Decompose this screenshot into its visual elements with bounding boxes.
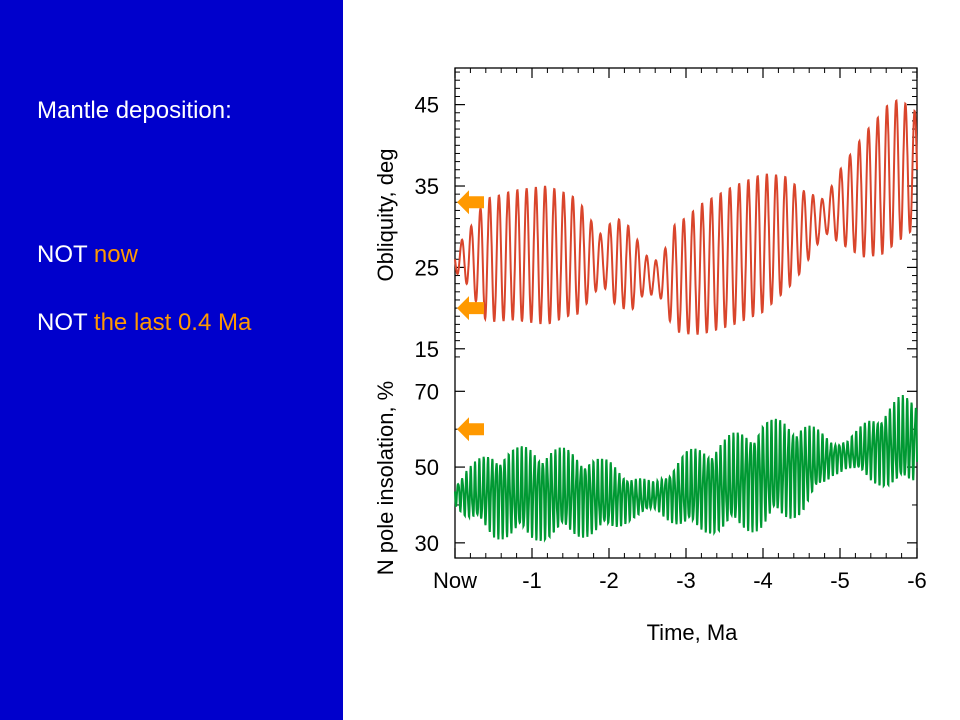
series-line-insolation [454, 394, 918, 543]
y-tick-label-obliquity: 15 [415, 337, 439, 362]
heading-mantle-deposition: Mantle deposition: [37, 97, 232, 125]
arrow-marker-icon [457, 417, 484, 442]
y-tick-label-obliquity: 45 [415, 93, 439, 118]
left-text-panel: Mantle deposition: NOT now NOT the last … [0, 0, 343, 720]
obliquity-insolation-chart: Now -1 -2 -3 -4 -5 -6 Time, Ma 15 25 35 45 Obliquity… [373, 67, 927, 645]
arrow-marker-icon [457, 190, 484, 215]
x-tick-label: Now [433, 568, 477, 593]
series-line-obliquity [454, 98, 918, 335]
x-tick-label: -5 [830, 568, 850, 593]
statement-prefix: NOT [37, 241, 88, 268]
y-tick-label-insolation: 50 [415, 455, 439, 480]
arrow-marker-icon [457, 296, 484, 321]
y-axis-label-insolation: N pole insolation, % [373, 381, 398, 575]
heading-text: Mantle deposition: [37, 97, 232, 124]
statement-prefix: NOT [37, 309, 88, 336]
statement-not-now: NOT now [37, 241, 138, 269]
x-tick-label: -1 [522, 568, 542, 593]
y-tick-label-obliquity: 35 [415, 174, 439, 199]
y-tick-label-obliquity: 25 [415, 255, 439, 280]
statement-highlight: now [93, 241, 138, 268]
statement-highlight: the last 0.4 Ma [93, 309, 252, 336]
y-tick-label-insolation: 70 [415, 379, 439, 404]
x-tick-label: -3 [676, 568, 696, 593]
x-tick-label: -2 [599, 568, 619, 593]
y-axis-label-obliquity: Obliquity, deg [373, 149, 398, 282]
y-tick-label-insolation: 30 [415, 531, 439, 556]
statement-not-last-0-4-ma: NOT the last 0.4 Ma [37, 309, 251, 337]
x-tick-label: -4 [753, 568, 773, 593]
x-axis-label: Time, Ma [647, 620, 739, 645]
x-tick-label: -6 [907, 568, 927, 593]
